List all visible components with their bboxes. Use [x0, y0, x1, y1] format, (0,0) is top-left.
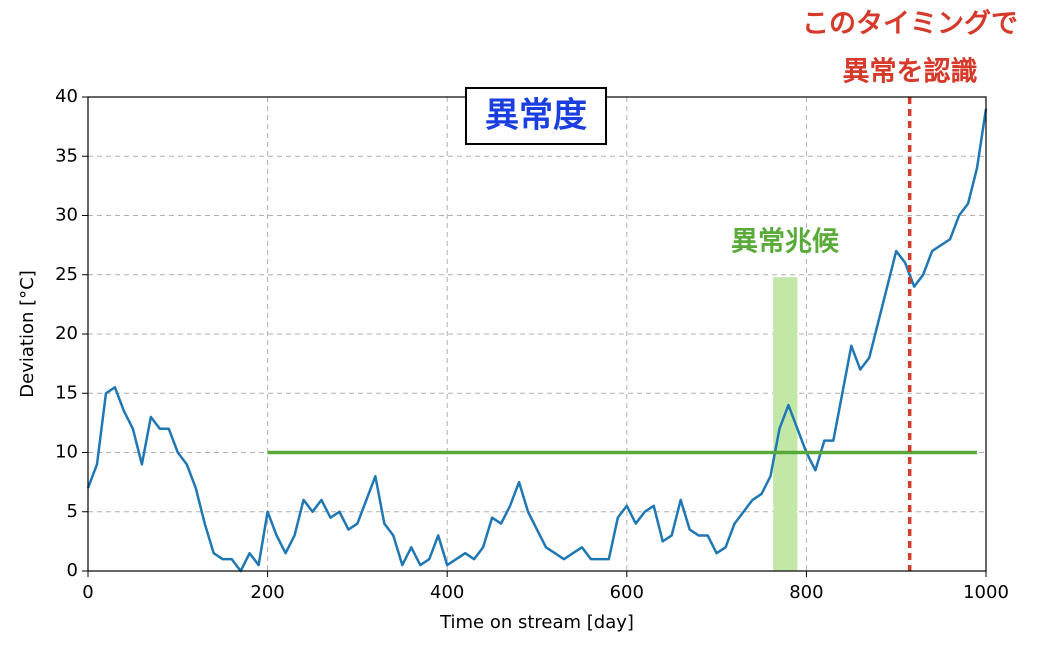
y-tick-label: 35 [55, 145, 78, 166]
y-tick-label: 40 [55, 86, 78, 107]
chart-title: 異常度 [485, 96, 587, 136]
x-tick-label: 600 [610, 582, 644, 603]
y-axis-label: Deviation [°C] [17, 270, 38, 397]
detection-label: このタイミングで [802, 8, 1018, 40]
anomaly-sign-span [773, 277, 798, 571]
x-axis-label: Time on stream [day] [439, 612, 634, 633]
y-tick-label: 0 [67, 560, 78, 581]
x-tick-label: 400 [430, 582, 464, 603]
y-tick-label: 20 [55, 323, 78, 344]
x-tick-label: 800 [789, 582, 823, 603]
span-label: 異常兆候 [731, 227, 840, 258]
y-tick-label: 5 [67, 501, 78, 522]
detection-label: 異常を認識 [843, 56, 978, 88]
x-tick-label: 0 [82, 582, 93, 603]
plot-frame [87, 96, 987, 572]
x-tick-label: 1000 [963, 582, 1009, 603]
y-tick-label: 30 [55, 205, 78, 226]
title-box [465, 87, 607, 145]
x-tick-label: 200 [250, 582, 284, 603]
y-tick-label: 15 [55, 382, 78, 403]
deviation-line [86, 108, 988, 573]
y-tick-label: 10 [55, 442, 78, 463]
y-tick-label: 25 [55, 264, 78, 285]
